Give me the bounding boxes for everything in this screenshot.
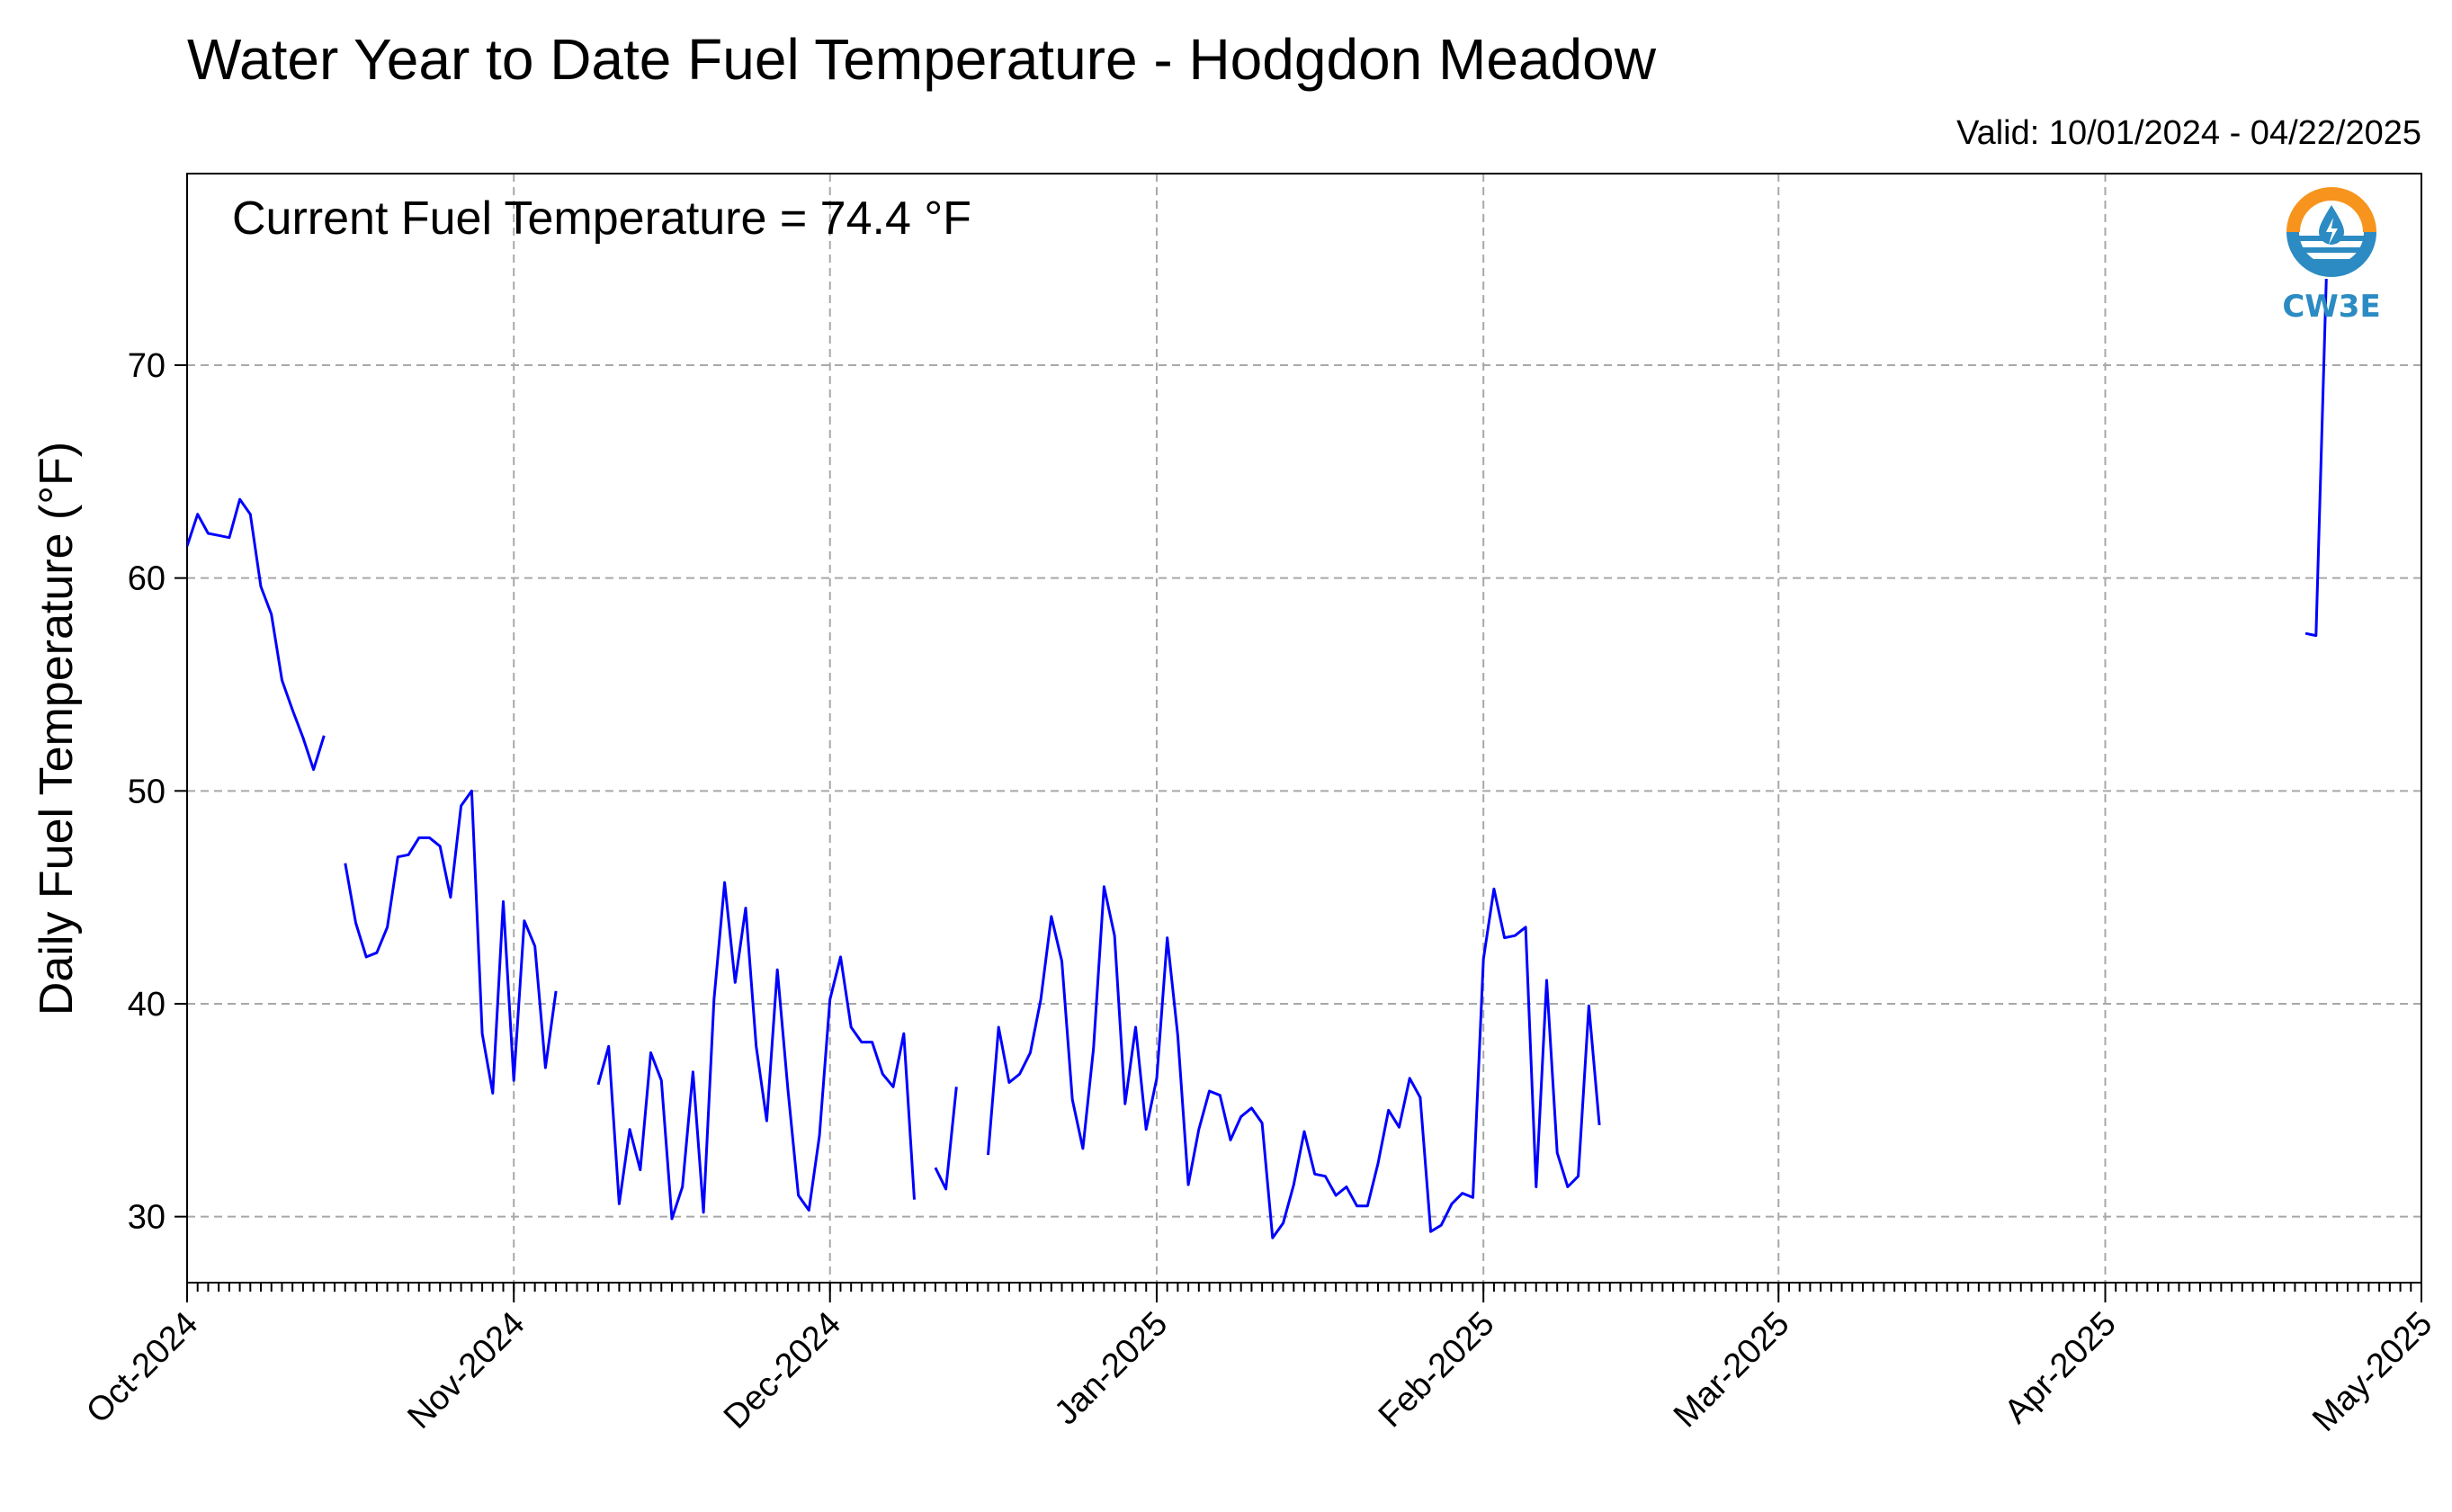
x-axis-ticks: Oct-2024 Nov-2024 Dec-2024 Jan-2025 Feb-2025… bbox=[79, 1283, 2439, 1439]
series-line-segment bbox=[987, 885, 1601, 1239]
series-line-segment bbox=[187, 497, 326, 772]
y-tick-label: 50 bbox=[128, 773, 166, 810]
series-line-segment bbox=[934, 1087, 958, 1191]
water-drop-sun-icon bbox=[2285, 187, 2378, 279]
chart-title: Water Year to Date Fuel Temperature - Ho… bbox=[187, 27, 1657, 92]
x-tick-label: Nov-2024 bbox=[400, 1305, 532, 1436]
x-tick-label: May-2025 bbox=[2305, 1305, 2439, 1439]
x-tick-label: Oct-2024 bbox=[79, 1305, 205, 1431]
y-axis-label: Daily Fuel Temperature (°F) bbox=[31, 442, 83, 1015]
logo-text: CW3E bbox=[2282, 289, 2380, 325]
x-tick-label: Jan-2025 bbox=[1048, 1305, 1176, 1433]
valid-date-range: Valid: 10/01/2024 - 04/22/2025 bbox=[1956, 114, 2421, 152]
y-axis-ticks: 30 40 50 60 70 bbox=[128, 347, 187, 1237]
plot-area-frame bbox=[186, 173, 2422, 1284]
current-fuel-temperature: Current Fuel Temperature = 74.4 °F bbox=[232, 192, 971, 245]
series-fuel-temperature bbox=[187, 271, 2328, 1239]
x-tick-label: Dec-2024 bbox=[717, 1305, 848, 1436]
series-line-segment bbox=[344, 789, 558, 1095]
y-tick-label: 30 bbox=[128, 1199, 166, 1237]
y-tick-label: 70 bbox=[128, 347, 166, 385]
x-tick-label: Mar-2025 bbox=[1667, 1305, 1797, 1436]
x-tick-label: Feb-2025 bbox=[1372, 1305, 1502, 1436]
x-tick-label: Apr-2025 bbox=[1998, 1305, 2124, 1431]
cw3e-logo: CW3E bbox=[2282, 187, 2381, 325]
series-line-segment bbox=[2304, 271, 2328, 638]
y-tick-label: 60 bbox=[128, 560, 166, 598]
grid-lines bbox=[186, 174, 2422, 1283]
series-line-segment bbox=[596, 881, 916, 1221]
y-tick-label: 40 bbox=[128, 986, 166, 1024]
